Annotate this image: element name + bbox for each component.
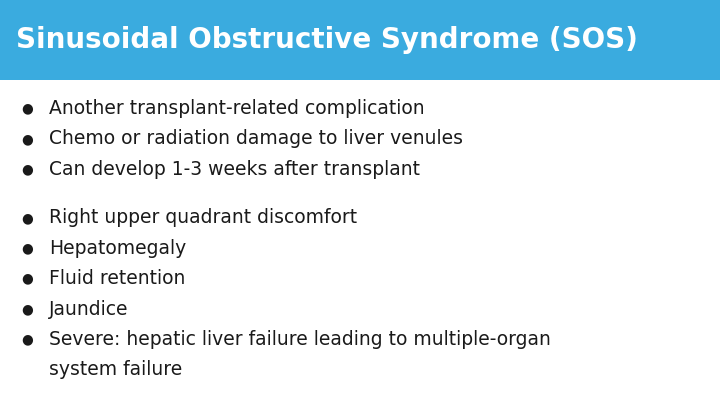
Text: ●: ● [22,211,33,225]
Text: Jaundice: Jaundice [49,300,128,318]
Text: ●: ● [22,162,33,176]
Text: ●: ● [22,272,33,286]
Text: Hepatomegaly: Hepatomegaly [49,239,186,258]
Text: ●: ● [22,102,33,115]
Bar [0,0,720,80]
Text: Sinusoidal Obstructive Syndrome (SOS): Sinusoidal Obstructive Syndrome (SOS) [16,26,638,54]
Text: Chemo or radiation damage to liver venules: Chemo or radiation damage to liver venul… [49,130,463,148]
Text: ●: ● [22,132,33,146]
Text: Fluid retention: Fluid retention [49,269,185,288]
Text: ●: ● [22,241,33,255]
Text: Another transplant-related complication: Another transplant-related complication [49,99,425,118]
Text: ●: ● [22,302,33,316]
Text: Can develop 1-3 weeks after transplant: Can develop 1-3 weeks after transplant [49,160,420,179]
Text: ●: ● [22,333,33,346]
Text: system failure: system failure [49,360,182,379]
Text: Severe: hepatic liver failure leading to multiple-organ: Severe: hepatic liver failure leading to… [49,330,551,349]
Text: Right upper quadrant discomfort: Right upper quadrant discomfort [49,209,357,227]
